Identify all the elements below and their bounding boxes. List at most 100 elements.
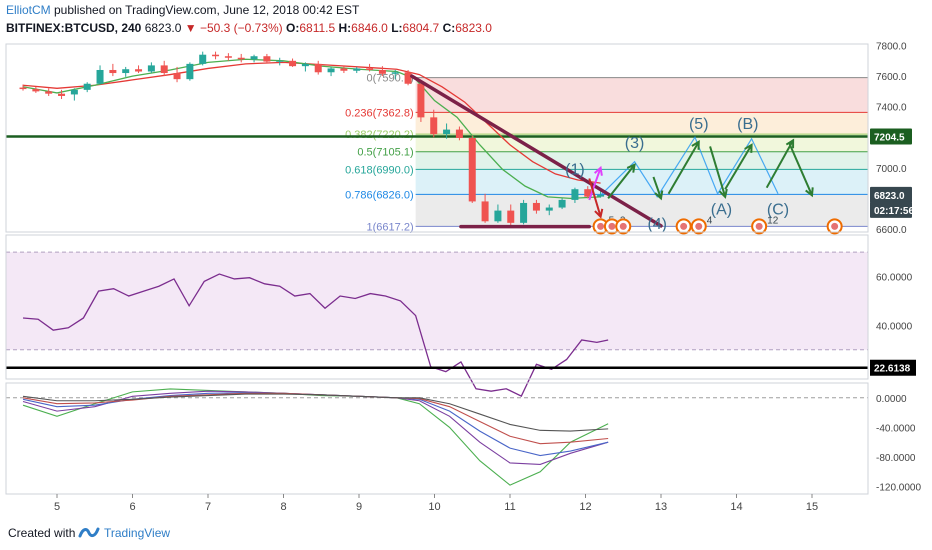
wave-label: (C) bbox=[767, 201, 789, 218]
x-axis-tick: 5 bbox=[54, 501, 60, 513]
ohlc-line: BITFINEX:BTCUSD, 240 6823.0 ▼ −50.3 (−0.… bbox=[6, 21, 492, 35]
event-marker-dot bbox=[695, 222, 703, 230]
high-label: H: bbox=[335, 21, 352, 35]
fib-zone bbox=[415, 112, 868, 135]
x-axis-tick: 11 bbox=[504, 501, 515, 513]
price-pane[interactable]: 0(7590.1) 0.236(7362.8) 0.382(7220.2) 0.5(7… bbox=[6, 51, 868, 235]
price-axis-tick: 7400.0 bbox=[876, 103, 907, 114]
macd-line bbox=[22, 392, 609, 445]
candle-body bbox=[545, 207, 553, 211]
candle-body bbox=[186, 63, 194, 80]
rsi-axis-tick: 60.0000 bbox=[876, 272, 913, 283]
event-marker-count: 12 bbox=[767, 215, 779, 226]
price-axis-tick: 7000.0 bbox=[876, 164, 907, 175]
candle-body bbox=[494, 210, 502, 222]
up-arrow bbox=[607, 164, 636, 199]
down-arrow-head bbox=[654, 190, 664, 201]
down-arrow bbox=[788, 142, 813, 196]
event-marker-dot bbox=[619, 222, 627, 230]
close-value: 6823.0 bbox=[455, 21, 492, 35]
macd-pane-frame bbox=[5, 382, 869, 495]
price-axis-tick: 7800.0 bbox=[876, 42, 907, 53]
high-value: 6846.0 bbox=[351, 21, 388, 35]
tradingview-brand-link[interactable]: TradingView bbox=[104, 526, 171, 540]
rsi-line bbox=[22, 273, 609, 397]
x-axis-tick: 7 bbox=[205, 501, 211, 513]
fib-level-label: 0.786(6826.0) bbox=[345, 189, 414, 201]
candle-body bbox=[327, 68, 335, 73]
macd-line bbox=[22, 393, 609, 432]
event-marker-dot bbox=[597, 222, 605, 230]
rsi-axis-tick: 40.0000 bbox=[876, 321, 913, 332]
up-arrow bbox=[724, 144, 753, 190]
x-axis-tick: 15 bbox=[806, 501, 818, 513]
close-label: C: bbox=[439, 21, 456, 35]
candle-body bbox=[391, 72, 399, 74]
author-link[interactable]: ElliotCM bbox=[6, 3, 51, 17]
up-arrow bbox=[667, 141, 700, 195]
rsi-level-tag-label: 22.6138 bbox=[874, 364, 911, 375]
fib-level-label: 0.236(7362.8) bbox=[345, 107, 414, 119]
low-value: 6804.7 bbox=[402, 21, 440, 35]
x-axis-tick: 6 bbox=[129, 501, 135, 513]
x-axis-tick: 8 bbox=[280, 501, 286, 513]
candle-body bbox=[96, 69, 104, 84]
low-label: L: bbox=[387, 21, 403, 35]
macd-axis-tick: 0.0000 bbox=[876, 394, 907, 405]
event-marker-dot bbox=[680, 222, 688, 230]
trading-chart[interactable]: 0(7590.1) 0.236(7362.8) 0.382(7220.2) 0.5(7… bbox=[0, 0, 932, 516]
ema-slow-line bbox=[22, 61, 601, 184]
event-marker-dot bbox=[755, 222, 763, 230]
candle-body bbox=[507, 210, 515, 223]
candle-body bbox=[340, 68, 348, 71]
candle-body bbox=[212, 54, 220, 57]
x-axis-tick: 14 bbox=[730, 501, 742, 513]
down-arrow bbox=[652, 176, 662, 199]
candle-body bbox=[250, 56, 258, 60]
candle-body bbox=[263, 56, 271, 62]
candle-body bbox=[199, 54, 207, 64]
macd-axis-tick: -80.0000 bbox=[876, 453, 916, 464]
up-arrow bbox=[765, 139, 794, 189]
x-axis-tick: 12 bbox=[579, 501, 591, 513]
candle-body bbox=[83, 83, 91, 90]
candle-body bbox=[289, 60, 297, 67]
event-marker-dot bbox=[831, 222, 839, 230]
price-tag-label: 6823.0 bbox=[874, 191, 905, 202]
candle-body bbox=[122, 69, 130, 74]
candle-body bbox=[468, 138, 476, 202]
candle-body bbox=[58, 93, 66, 96]
up-arrow-head bbox=[691, 140, 700, 150]
down-arrow-head bbox=[594, 208, 604, 219]
macd-pane[interactable] bbox=[6, 388, 868, 486]
wave-label: (4) bbox=[647, 216, 667, 233]
event-marker-count: 4 bbox=[707, 215, 713, 226]
chart-header: ElliotCM published on TradingView.com, J… bbox=[0, 0, 932, 40]
rsi-level-tag bbox=[870, 359, 916, 376]
rsi-pane[interactable] bbox=[6, 251, 868, 397]
symbol-label: BITFINEX:BTCUSD, 240 bbox=[6, 21, 142, 35]
tradingview-logo-icon bbox=[78, 527, 100, 538]
fib-level-label: 0.5(7105.1) bbox=[357, 147, 413, 159]
publish-line: ElliotCM published on TradingView.com, J… bbox=[6, 3, 359, 17]
ema-fast-line bbox=[22, 58, 601, 200]
candle-body bbox=[45, 91, 53, 94]
candle-body bbox=[314, 63, 322, 73]
fib-zone bbox=[415, 151, 868, 170]
candle-body bbox=[160, 65, 168, 74]
fib-level-label: 1(6617.2) bbox=[367, 221, 414, 233]
fib-level-label: 0(7590.1) bbox=[367, 73, 414, 85]
price-tag-label: 7204.5 bbox=[874, 133, 905, 144]
open-value: 6811.5 bbox=[299, 21, 336, 35]
x-axis-tick: 10 bbox=[428, 501, 440, 513]
x-axis-tick: 9 bbox=[356, 501, 362, 513]
axes: 7800.07600.07400.07200.07000.06800.06600… bbox=[5, 42, 921, 513]
candle-body bbox=[301, 63, 309, 67]
fib-level-label: 0.618(6990.0) bbox=[345, 164, 414, 176]
down-arrow-head bbox=[805, 187, 814, 198]
wave-label: (B) bbox=[737, 116, 758, 133]
x-axis-tick: 13 bbox=[655, 501, 667, 513]
candle-body bbox=[571, 189, 579, 200]
fib-zone bbox=[415, 194, 868, 227]
trend-line bbox=[410, 74, 663, 228]
